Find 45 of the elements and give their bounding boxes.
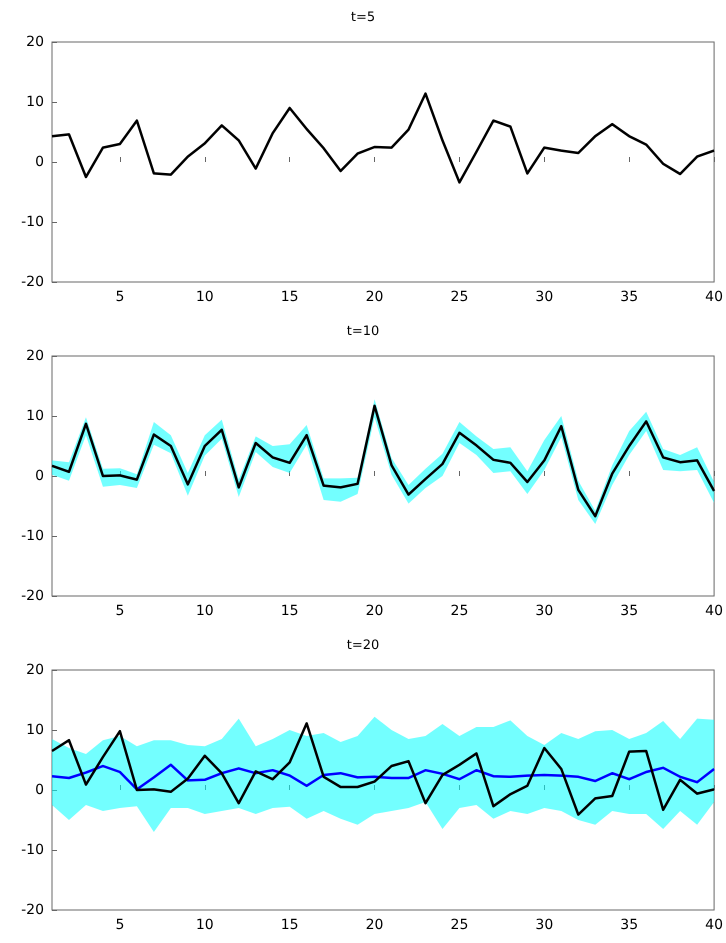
chart-title: t=5 [350,10,376,25]
x-tick-label: 25 [450,289,468,305]
x-tick-label: 15 [280,917,299,933]
y-tick-label: -20 [21,588,44,604]
x-tick-label: 20 [366,917,384,933]
x-tick-label: 35 [620,603,638,619]
y-tick-label: 0 [35,782,44,798]
x-tick-label: 30 [535,289,554,305]
y-tick-label: 0 [35,154,44,170]
x-tick-label: 15 [280,289,299,305]
y-tick-label: 20 [26,34,44,50]
y-tick-label: 20 [26,662,44,678]
y-tick-label: -20 [21,274,44,290]
x-tick-label: 5 [115,603,124,619]
x-tick-label: 20 [366,289,384,305]
x-tick-label: 10 [196,917,214,933]
x-tick-label: 35 [620,917,638,933]
y-tick-label: -10 [21,842,44,858]
x-tick-label: 10 [196,289,214,305]
y-tick-label: 10 [26,408,44,424]
x-tick-label: 30 [535,917,554,933]
line-series [50,722,716,816]
x-tick-label: 25 [450,603,468,619]
y-tick-label: -10 [21,528,44,544]
x-tick-label: 5 [115,289,124,305]
x-tick-label: 15 [280,603,299,619]
x-tick-label: 40 [705,289,724,305]
chart-title: t=10 [346,324,380,339]
y-tick-label: -20 [21,902,44,918]
x-tick-label: 40 [705,603,724,619]
chart-title: t=20 [346,638,380,653]
y-tick-label: 20 [26,348,44,364]
x-tick-label: 10 [196,603,214,619]
line-series [50,92,716,184]
y-tick-label: 10 [26,722,44,738]
x-tick-label: 5 [115,917,124,933]
x-tick-label: 20 [366,603,384,619]
x-tick-label: 30 [535,603,554,619]
x-tick-label: 35 [620,289,638,305]
y-tick-label: 10 [26,94,44,110]
x-tick-label: 25 [450,917,468,933]
line-series [50,764,716,791]
y-tick-label: -10 [21,214,44,230]
y-tick-label: 0 [35,468,44,484]
x-tick-label: 40 [705,917,724,933]
